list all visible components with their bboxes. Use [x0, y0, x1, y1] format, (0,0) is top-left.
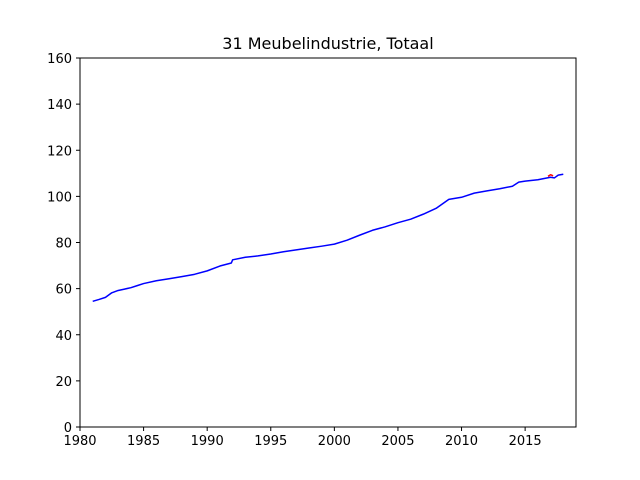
y-tick-label: 0 [64, 421, 72, 436]
series-layer [92, 173, 564, 303]
chart-title: 31 Meubelindustrie, Totaal [222, 34, 433, 53]
x-tick-label: 1985 [127, 434, 160, 449]
y-tick-label: 100 [47, 190, 72, 205]
y-tick-label: 40 [55, 329, 72, 344]
y-tick-label: 20 [55, 375, 72, 390]
series-line-1 [547, 173, 554, 177]
y-tick-label: 120 [47, 144, 72, 159]
y-tick-label: 160 [47, 52, 72, 67]
x-tick-label: 1980 [63, 434, 96, 449]
x-tick-label: 2005 [381, 434, 414, 449]
series-line-0 [92, 173, 564, 303]
plot-frame [79, 57, 577, 428]
x-tick-label: 1990 [191, 434, 224, 449]
x-tick-label: 1995 [254, 434, 287, 449]
x-tick-label: 2010 [445, 434, 478, 449]
axis-layer: 1980 1985 1990 1995 2000 2005 2010 2015 0 20 40 60 8… [47, 52, 542, 449]
x-tick-label: 2000 [318, 434, 351, 449]
x-tick-label: 2015 [509, 434, 542, 449]
y-tick-label: 80 [55, 237, 72, 252]
y-tick-label: 60 [55, 283, 72, 298]
y-tick-label: 140 [47, 98, 72, 113]
